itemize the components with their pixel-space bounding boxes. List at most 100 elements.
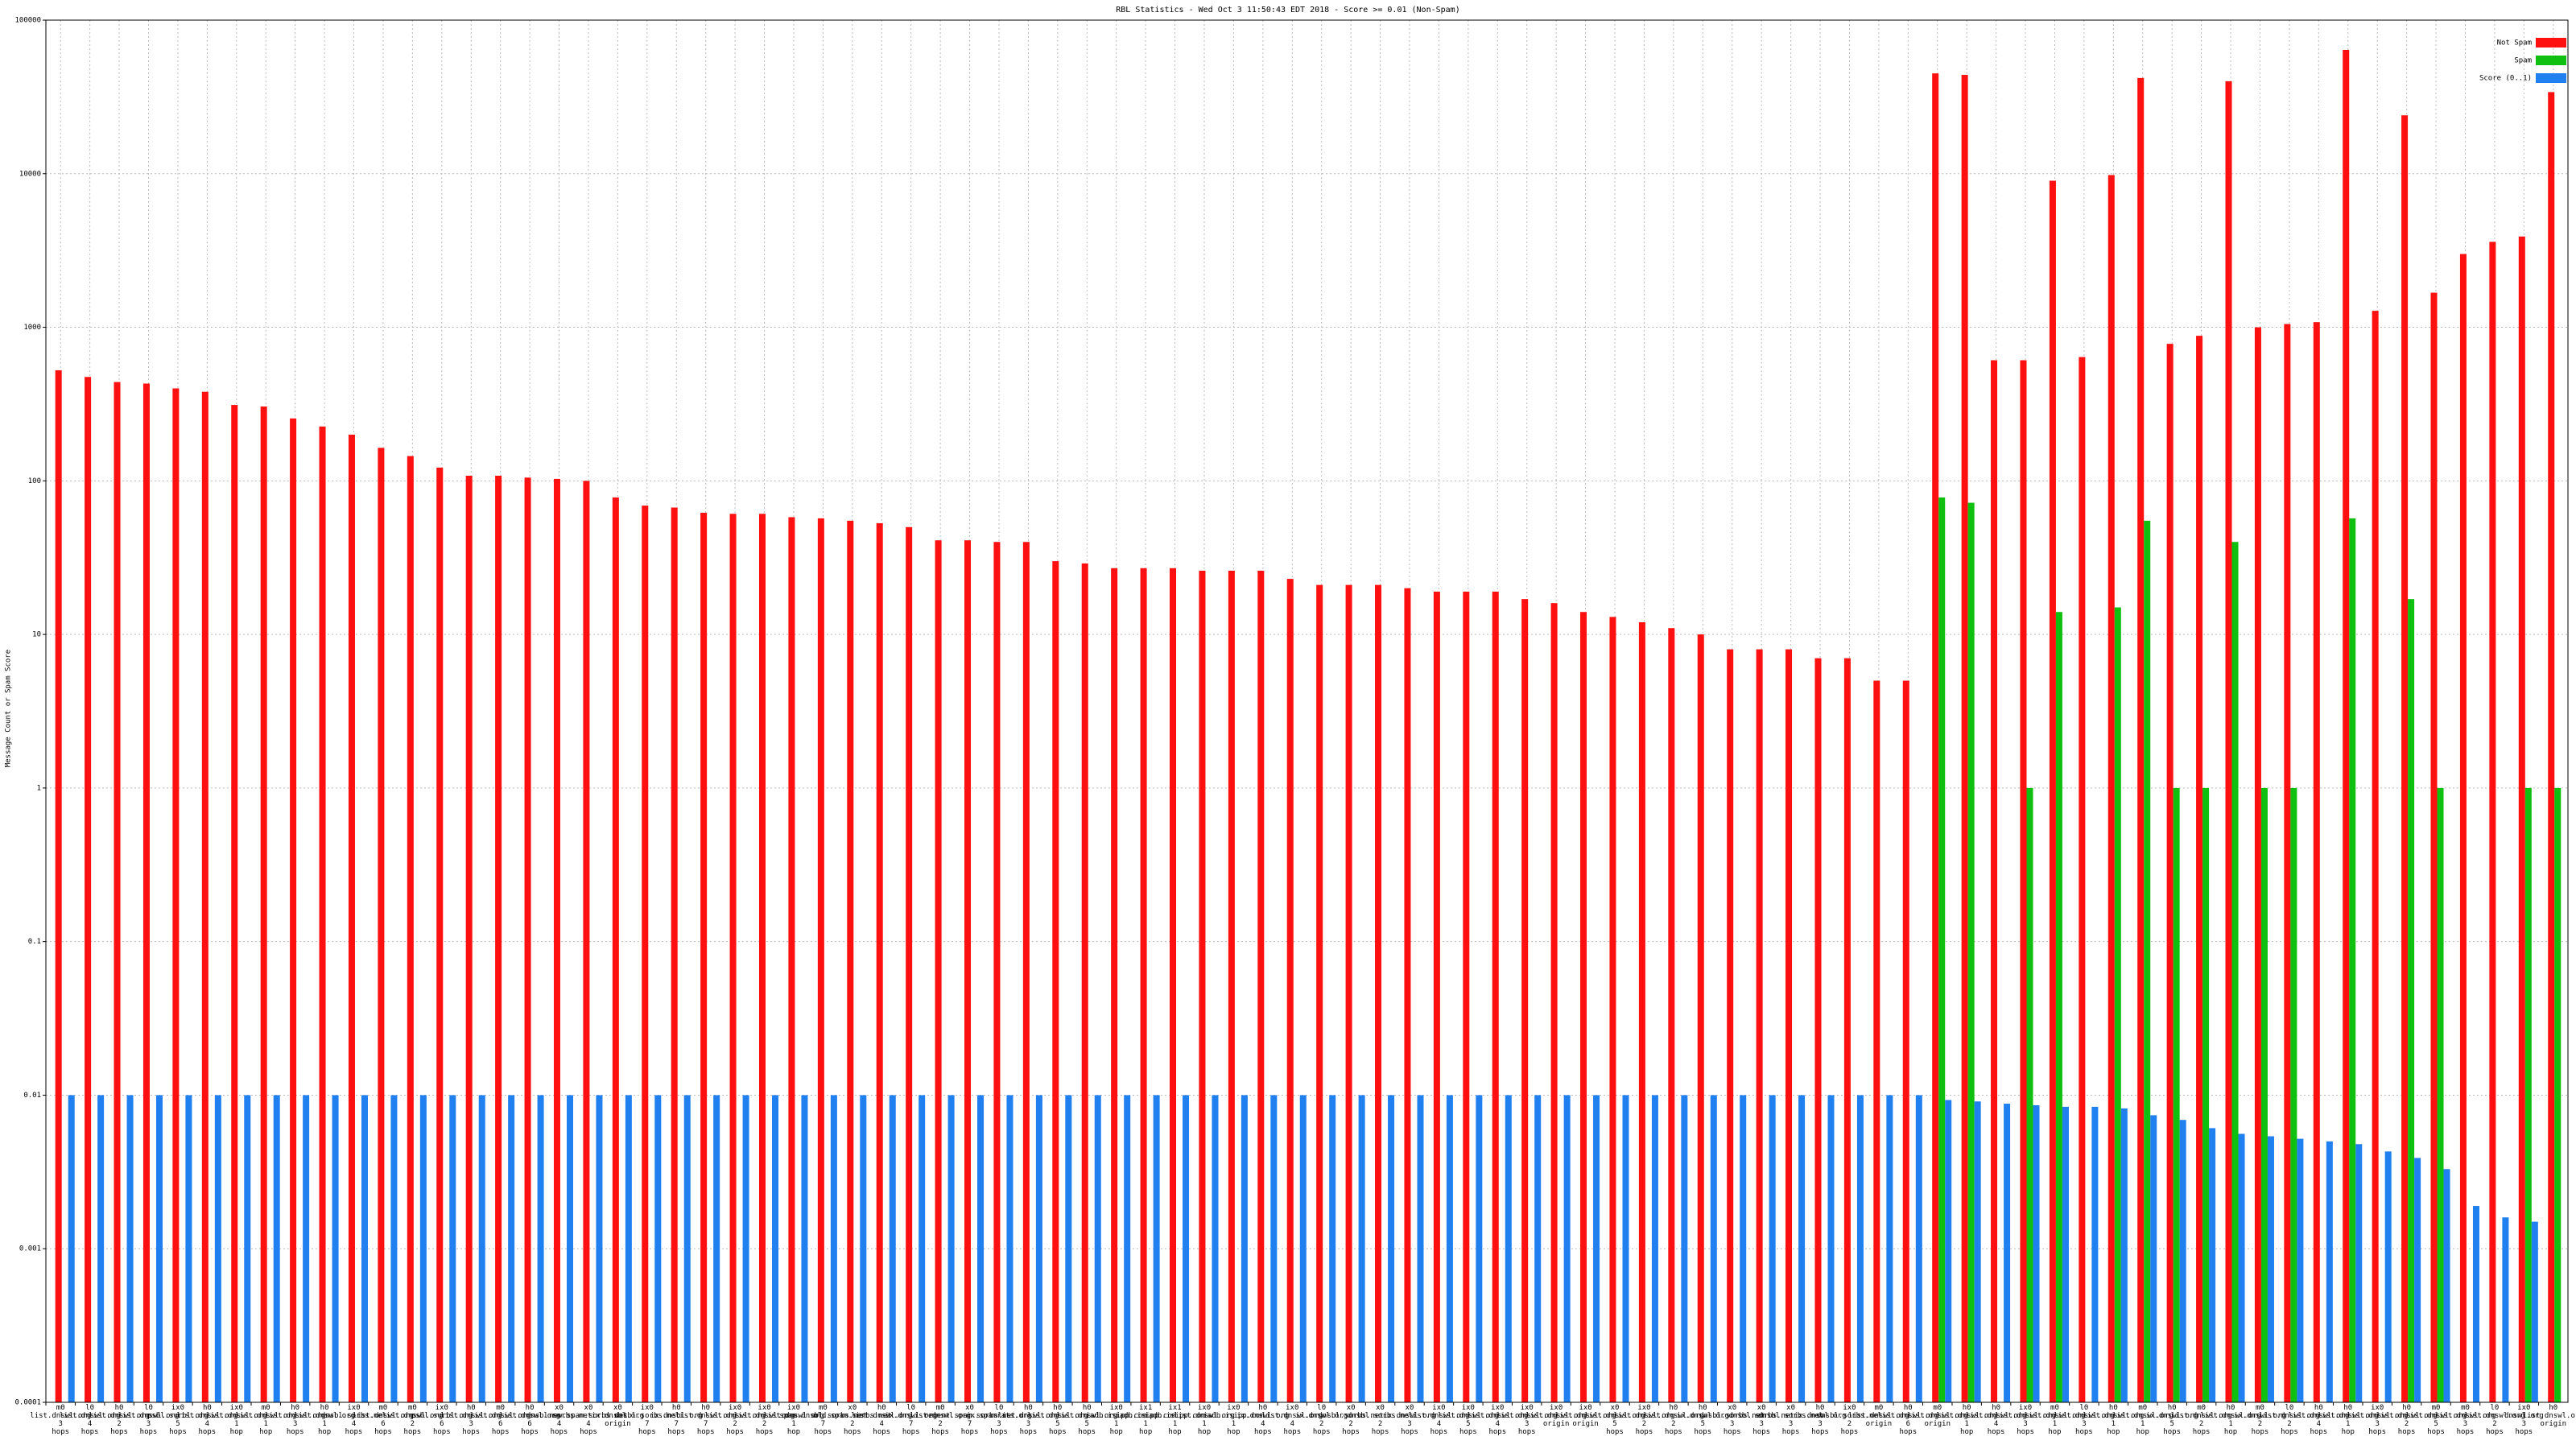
bar xyxy=(1257,570,1265,1403)
bar xyxy=(2137,77,2145,1403)
x-tick-label: x0 dnsbl.sorbs.net 2 hops xyxy=(1319,1404,1384,1436)
bar xyxy=(1798,1095,1806,1402)
bar xyxy=(553,478,560,1402)
y-tick-label: 10000 xyxy=(19,170,41,178)
x-tick-label: ix0 list.dnswl.org 4 hops xyxy=(1261,1404,1323,1436)
bar xyxy=(1932,73,1939,1403)
bar xyxy=(993,542,1001,1402)
bar xyxy=(68,1095,75,1402)
bar xyxy=(1228,570,1235,1403)
bar xyxy=(671,507,678,1402)
bar xyxy=(1463,591,1470,1402)
x-tick-label: m0 list.dnswl.org 1 hop xyxy=(235,1404,296,1436)
x-tick-label: m0 list.dnswl.org 3 hops xyxy=(2435,1404,2496,1436)
bar xyxy=(436,467,444,1402)
bar xyxy=(1756,649,1763,1402)
x-tick-label: h0 ix.dnswl.org 4 hops xyxy=(1236,1404,1289,1436)
chart-title: RBL Statistics - Wed Oct 3 11:50:43 EDT … xyxy=(1116,6,1459,14)
bar xyxy=(1065,1095,1072,1402)
bar xyxy=(2343,49,2350,1402)
bar xyxy=(1329,1095,1336,1402)
x-tick-label: h0 list.dnswl.org 7 hops xyxy=(675,1404,737,1436)
x-tick-label: m0 spam.dnsbl.sorbs.net 7 hops xyxy=(779,1404,866,1436)
bar xyxy=(2062,1106,2069,1402)
legend-swatch xyxy=(2536,38,2566,47)
bar xyxy=(817,518,824,1402)
x-tick-label: ix0 list.dnswl.org 2 hops xyxy=(704,1404,766,1436)
bar xyxy=(1035,1095,1042,1402)
bar xyxy=(85,377,92,1402)
bar xyxy=(2437,787,2444,1402)
bar xyxy=(2290,787,2297,1402)
x-tick-label: h0 list.dnswl.org 6 hops xyxy=(499,1404,560,1436)
x-tick-label: h0 list.dnswl.org 3 hops xyxy=(997,1404,1059,1436)
x-tick-label: x0 old.spam.sorbs.net 2 hops xyxy=(813,1404,892,1436)
x-tick-label: x0 ix.dnswl.org 3 hops xyxy=(1383,1404,1435,1436)
x-tick-label: x0 recent.spam.sorbs.net 7 hops xyxy=(924,1404,1016,1436)
x-tick-label: h0 list.dnswl.org 3 hops xyxy=(440,1404,502,1436)
x-tick-label: ix0 dnswl.org 3 hops xyxy=(2504,1404,2544,1436)
x-tick-label: ix0 list.dnswl.org origin xyxy=(1555,1404,1616,1428)
x-tick-label: h0 list.dnswl.org 1 hop xyxy=(1936,1404,1997,1436)
x-tick-label: ix0 iadb.isipp.com 1 hop xyxy=(1203,1404,1264,1436)
bar xyxy=(964,540,972,1402)
bar xyxy=(1651,1095,1658,1402)
bar xyxy=(889,1095,896,1402)
bar xyxy=(2297,1138,2304,1402)
x-tick-label: ix0 list.dnswl.org 4 hops xyxy=(1467,1404,1528,1436)
x-tick-label: h0 list.dnswl.org 2 hops xyxy=(2376,1404,2438,1436)
x-tick-label: ix0 dnsbl.sorbs.net 7 hops xyxy=(614,1404,679,1436)
x-tick-label: h0 list.dnswl.org 1 hop xyxy=(2318,1404,2379,1436)
bar xyxy=(1111,568,1118,1403)
x-tick-label: ix0 list.dnswl.org 3 hops xyxy=(2347,1404,2408,1436)
bar xyxy=(742,1095,749,1402)
bar xyxy=(273,1095,280,1402)
bar xyxy=(1006,1095,1013,1402)
x-tick-label: ix0 list.dnswl.org 4 hops xyxy=(1409,1404,1470,1436)
bar xyxy=(713,1095,720,1402)
bar xyxy=(1580,612,1587,1402)
x-tick-label: h0 list.dnswl.org 1 hop xyxy=(294,1404,355,1436)
bar xyxy=(1521,599,1529,1402)
bar xyxy=(1740,1095,1747,1402)
bar xyxy=(1873,680,1880,1402)
bar xyxy=(801,1095,808,1402)
x-tick-label: h0 list.dnswl.org 5 hops xyxy=(1056,1404,1117,1436)
x-tick-label: h0 list.dnswl.org 2 hops xyxy=(1643,1404,1704,1436)
bar xyxy=(172,388,180,1403)
bar xyxy=(303,1095,310,1402)
bar xyxy=(2091,1106,2099,1402)
y-tick-label: 0.01 xyxy=(23,1092,41,1100)
bar xyxy=(1286,579,1294,1402)
bar xyxy=(847,520,854,1402)
x-tick-label: h0 ix.dnswl.org 5 hops xyxy=(2146,1404,2198,1436)
bar xyxy=(1345,584,1352,1402)
x-tick-label: ix0 list.dnswl.org 2 hops xyxy=(734,1404,795,1436)
bar xyxy=(1094,1095,1101,1402)
y-tick-label: 0.1 xyxy=(28,938,41,946)
x-tick-label: x0 dnsbl.sorbs.net 3 hops xyxy=(1729,1404,1794,1436)
bar xyxy=(2267,1136,2274,1402)
x-tick-label: m0 list.dnswl.org 1 hop xyxy=(2025,1404,2086,1436)
legend-label: Score (0..1) xyxy=(2479,75,2532,83)
y-tick-label: 0.0001 xyxy=(14,1399,41,1407)
legend-label: Not Spam xyxy=(2497,39,2532,47)
bar xyxy=(2489,242,2496,1402)
bar xyxy=(1212,1095,1219,1402)
bar xyxy=(2554,787,2562,1402)
bar xyxy=(1183,1095,1190,1402)
bar xyxy=(567,1095,574,1402)
x-tick-label: h0 list.dnswl.org 5 hops xyxy=(1027,1404,1088,1436)
bar xyxy=(1241,1095,1248,1402)
bar xyxy=(919,1095,926,1402)
x-tick-label: l0 ix.spamrats.org 3 hops xyxy=(966,1404,1031,1436)
bar xyxy=(126,1095,134,1402)
legend-swatch xyxy=(2536,73,2566,83)
bar xyxy=(2150,1115,2157,1402)
x-tick-label: ix0 list.dnswl.org origin xyxy=(1525,1404,1587,1428)
bar xyxy=(1727,649,1734,1402)
x-tick-label: x0 dnsbl.sorbs.net 3 hops xyxy=(1758,1404,1823,1436)
bar xyxy=(2459,254,2467,1402)
